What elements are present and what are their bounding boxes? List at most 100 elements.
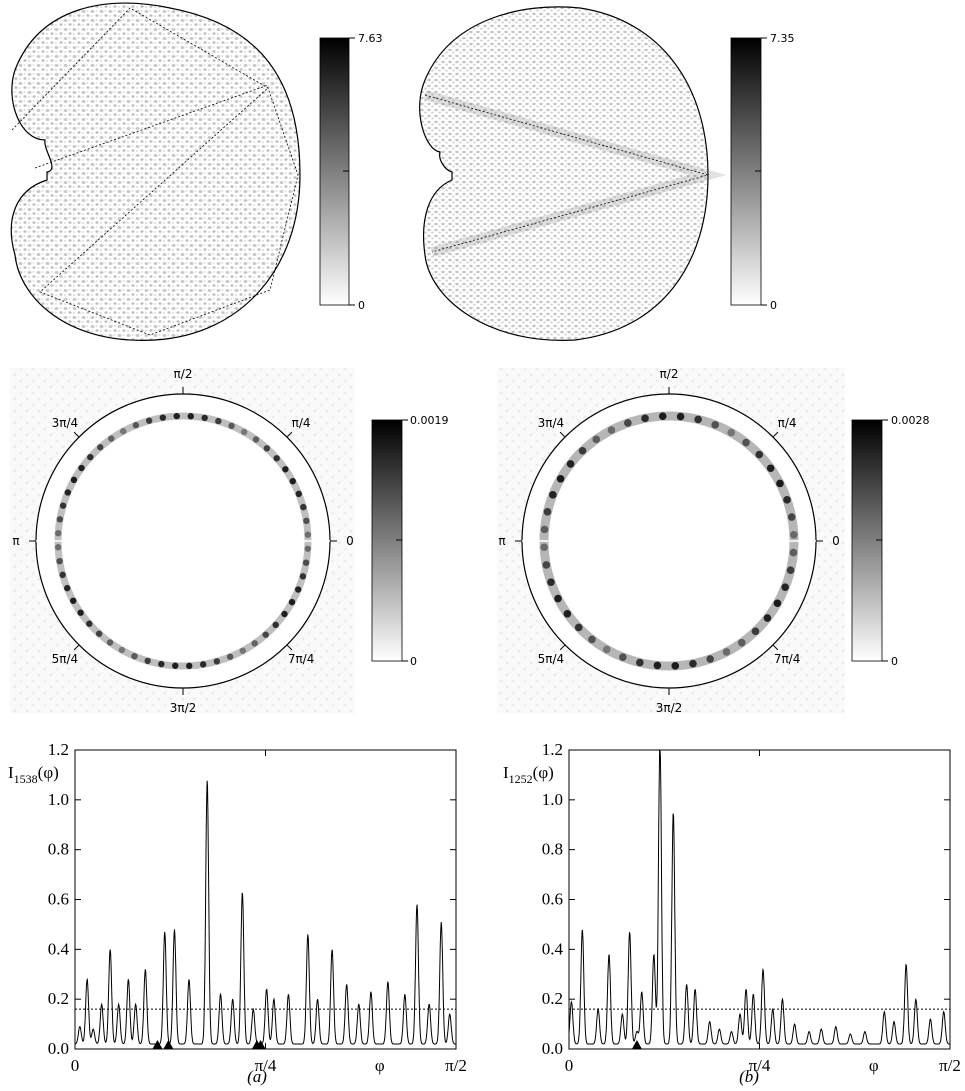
ring-dot xyxy=(554,594,562,603)
angle-label: 5π/4 xyxy=(538,652,565,666)
ring-dot xyxy=(87,453,94,461)
ring-dot xyxy=(56,516,64,523)
angle-label: 3π/2 xyxy=(656,701,683,715)
angle-tick xyxy=(772,644,779,651)
ring-dot xyxy=(108,435,115,442)
ring-dot xyxy=(251,640,258,647)
angle-label: 5π/4 xyxy=(52,652,79,666)
line-chart-b: 0.0 0.2 0.4 0.6 0.8 1.0 1.2 0 π/4 φ π/2 xyxy=(542,740,961,1075)
density-colorbar-b: 7.35 0 xyxy=(730,32,795,312)
husimi-colorbar-b-max: 0.0028 xyxy=(891,414,930,427)
y-tick-label: 0.0 xyxy=(48,1039,69,1058)
ring-dot xyxy=(556,474,565,483)
husimi-colorbar-a-max: 0.0019 xyxy=(410,414,449,427)
angle-tick xyxy=(559,431,566,438)
ring-dot xyxy=(173,412,180,420)
y-tick-label: 0.8 xyxy=(48,840,69,859)
x-tick-label: 0 xyxy=(565,1056,574,1075)
ring-dot xyxy=(282,466,289,473)
polar-dots-b xyxy=(540,412,798,670)
ring-dot xyxy=(86,620,93,627)
ring-dot xyxy=(607,426,616,434)
ring-dot xyxy=(59,571,66,579)
x-axis-label: φ xyxy=(869,1056,879,1075)
ring-dot xyxy=(766,464,775,473)
ring-dot xyxy=(289,478,296,485)
ring-dot xyxy=(97,444,104,451)
ring-dot xyxy=(636,658,644,667)
triangle-marker xyxy=(255,1040,266,1049)
ring-dot xyxy=(144,657,151,665)
ring-dot xyxy=(59,502,67,509)
density-plot-a xyxy=(10,2,301,341)
ring-dot xyxy=(727,428,736,437)
ring-dot xyxy=(706,655,714,663)
ring-dot xyxy=(783,496,791,504)
ring-dot xyxy=(272,621,279,629)
y-tick-label: 0.4 xyxy=(542,939,564,958)
polar-plot-a: 0 π/4 π/2 3π/4 π 5π/4 3π/2 7π/4 xyxy=(10,367,355,715)
angle-label: π xyxy=(498,534,505,548)
plot-frame xyxy=(568,749,951,1050)
ring-dot xyxy=(763,614,772,622)
y-tick-label: 0.8 xyxy=(542,840,563,859)
ring-dot xyxy=(776,479,784,488)
ring-dot xyxy=(56,557,63,565)
density-colorbar-b-max: 7.35 xyxy=(770,32,795,45)
ring-dot xyxy=(542,561,551,569)
ring-dot xyxy=(215,417,222,425)
ring-dot xyxy=(543,508,552,516)
ring-dot xyxy=(263,445,271,452)
ring-dot xyxy=(239,647,246,654)
ring-dot xyxy=(199,661,207,668)
ring-dot xyxy=(547,578,555,586)
ring-dot xyxy=(787,513,796,521)
ring-dot xyxy=(689,659,697,668)
ring-dot xyxy=(262,631,269,638)
angle-label: π/2 xyxy=(660,367,679,381)
ring-dot xyxy=(106,639,114,646)
angle-label: π/4 xyxy=(778,416,797,430)
ring-dot xyxy=(95,630,103,637)
ring-dot xyxy=(722,648,731,656)
ring-dot xyxy=(273,455,280,462)
y-tick-label: 0.2 xyxy=(48,989,69,1008)
ring-dot xyxy=(64,584,71,592)
y-tick-label: 1.2 xyxy=(542,740,563,759)
y-tick-label: 1.2 xyxy=(48,740,69,759)
density-colorbar-a-max: 7.63 xyxy=(358,32,383,45)
y-tick-label: 1.0 xyxy=(542,790,563,809)
ring-dot xyxy=(281,610,288,618)
ring-dot xyxy=(288,598,296,606)
husimi-colorbar-a: 0.0019 0 xyxy=(371,414,449,668)
density-colorbar-b-min: 0 xyxy=(770,299,777,312)
ring-dot xyxy=(159,414,167,421)
ring-dot xyxy=(602,645,611,654)
ring-dot xyxy=(789,548,798,557)
y-tick-label: 0.4 xyxy=(48,939,70,958)
ring-dot xyxy=(213,658,221,665)
ring-dot xyxy=(619,653,627,661)
ring-dot xyxy=(304,545,311,552)
orbit-lines-a xyxy=(11,7,299,336)
angle-label: 3π/4 xyxy=(52,416,79,430)
ring-dot xyxy=(592,435,601,444)
polar-dots-a xyxy=(54,412,312,670)
angle-label: 0 xyxy=(346,534,354,548)
ring-dot xyxy=(773,599,782,608)
x-tick-label: 0 xyxy=(71,1056,80,1075)
angle-labels-b: 0 π/4 π/2 3π/4 π 5π/4 3π/2 7π/4 xyxy=(498,367,839,715)
ylabel-a: I1538(φ) xyxy=(8,763,59,786)
ring-dot xyxy=(300,503,307,511)
ring-dot xyxy=(78,464,85,472)
y-tick-label: 0.0 xyxy=(542,1039,563,1058)
ring-dot xyxy=(790,530,798,539)
ring-dot xyxy=(201,414,208,422)
ring-dot xyxy=(781,583,789,591)
ring-dot xyxy=(694,415,702,424)
orbit-lines-b xyxy=(424,94,710,253)
x-tick-label: π/4 xyxy=(749,1056,771,1075)
density-colorbar-a-min: 0 xyxy=(358,299,365,312)
ring-dot xyxy=(186,662,193,670)
ring-dot xyxy=(563,609,572,618)
